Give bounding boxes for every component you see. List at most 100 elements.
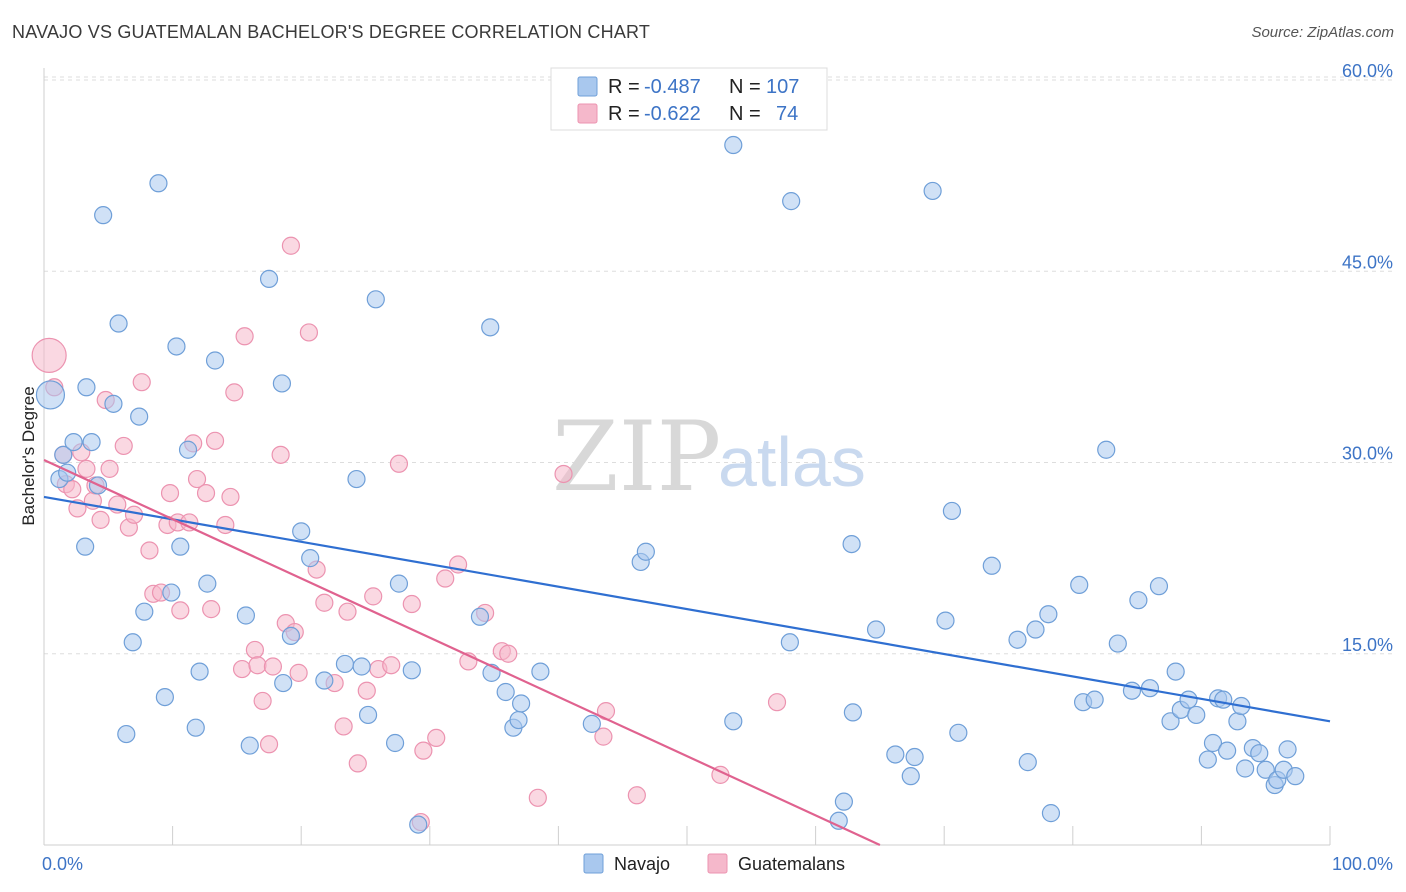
watermark-atlas: atlas xyxy=(718,423,866,501)
navajo-point xyxy=(1214,690,1233,709)
navajo-point xyxy=(358,705,378,725)
bottom-legend-navajo-label: Navajo xyxy=(614,854,670,874)
navajo-point xyxy=(724,712,743,731)
guatemalans-point xyxy=(63,480,82,499)
navajo-point xyxy=(949,723,968,742)
navajo-point xyxy=(496,682,515,702)
navajo-point xyxy=(481,318,500,337)
navajo-point xyxy=(1070,575,1089,595)
gridlines xyxy=(44,76,1394,655)
navajo-point xyxy=(1026,620,1045,639)
guatemalans-point xyxy=(271,445,290,464)
guatemalans-point xyxy=(91,510,110,529)
navajo-point xyxy=(135,602,154,621)
navajo-points xyxy=(35,135,1305,834)
navajo-point xyxy=(905,747,924,767)
navajo-point xyxy=(982,556,1001,575)
guatemalans-point xyxy=(259,735,279,754)
guatemalans-point xyxy=(235,327,254,346)
guatemalans-point xyxy=(389,454,409,473)
navajo-point xyxy=(236,606,256,625)
guatemalans-point xyxy=(132,373,151,392)
guatemalans-point xyxy=(315,593,334,612)
y-tick-label: 15.0% xyxy=(1342,635,1393,655)
bottom-legend-guatemalans-label: Guatemalans xyxy=(738,854,845,874)
guatemalans-point xyxy=(31,337,67,373)
bottom-legend-navajo-swatch xyxy=(583,853,604,874)
guatemalans-point xyxy=(436,569,455,588)
navajo-point xyxy=(834,792,853,811)
navajo-point xyxy=(301,549,320,568)
y-tick-label: 45.0% xyxy=(1342,252,1393,272)
guatemalans-point xyxy=(402,594,421,614)
navajo-point xyxy=(724,135,743,155)
navajo-point xyxy=(1097,440,1116,459)
navajo-point xyxy=(512,694,531,713)
navajo-point xyxy=(190,662,209,681)
navajo-point xyxy=(866,620,886,639)
guatemalans-point xyxy=(245,640,265,660)
navajo-point xyxy=(149,174,168,193)
watermark-zip: ZIP xyxy=(552,401,721,513)
navajo-point xyxy=(347,469,366,489)
navajo-point xyxy=(198,574,217,593)
navajo-point xyxy=(178,440,198,459)
navajo-point xyxy=(281,626,301,646)
navajo-point xyxy=(1203,733,1223,753)
navajo-point xyxy=(1250,744,1269,763)
guatemalans-trend-line xyxy=(43,458,881,846)
navajo-point xyxy=(636,542,655,561)
navajo-point xyxy=(272,374,292,393)
navajo-point xyxy=(94,206,113,225)
navajo-point xyxy=(335,654,355,674)
navajo-point xyxy=(1218,741,1237,760)
navajo-point xyxy=(936,611,955,630)
guatemalans-point xyxy=(348,754,367,773)
legend-navajo-r-value: -0.487 xyxy=(644,76,701,98)
guatemalans-point xyxy=(627,786,646,805)
navajo-point xyxy=(155,687,174,707)
guatemalans-point xyxy=(160,484,180,503)
navajo-point xyxy=(531,662,550,681)
guatemalans-point xyxy=(554,464,573,484)
x-tick-label-min: 0.0% xyxy=(42,854,83,874)
legend-guatemalans-n-value: 74 xyxy=(776,103,798,125)
y-axis-label: Bachelor's Degree xyxy=(19,386,38,525)
navajo-point xyxy=(780,633,799,652)
guatemalans-point xyxy=(171,601,190,620)
navajo-point xyxy=(1187,705,1206,725)
legend-guatemalans-n-label: N = xyxy=(729,103,761,125)
legend-navajo-r-label: R = xyxy=(608,76,640,98)
navajo-point xyxy=(162,583,181,602)
navajo-point xyxy=(274,673,293,693)
navajo-point xyxy=(259,269,279,288)
navajo-point xyxy=(77,378,96,397)
guatemalans-point xyxy=(77,459,96,478)
guatemalans-point xyxy=(187,469,207,489)
guatemalans-point xyxy=(281,236,301,255)
navajo-point xyxy=(942,501,962,521)
navajo-point xyxy=(54,445,73,464)
navajo-point xyxy=(109,314,128,333)
axes xyxy=(43,68,1331,846)
guatemalans-point xyxy=(364,587,383,606)
navajo-point xyxy=(186,718,205,737)
navajo-point xyxy=(240,736,259,755)
navajo-point xyxy=(1008,630,1027,649)
guatemalans-point xyxy=(202,600,221,619)
guatemalans-point xyxy=(221,487,240,507)
navajo-point xyxy=(1228,712,1247,731)
guatemalans-point xyxy=(205,431,225,450)
navajo-point xyxy=(123,633,142,652)
navajo-point xyxy=(843,703,862,722)
y-tick-label: 60.0% xyxy=(1342,61,1393,81)
navajo-point xyxy=(402,661,421,680)
navajo-point xyxy=(1161,712,1180,731)
navajo-point xyxy=(1108,634,1127,653)
navajo-point xyxy=(1166,662,1185,681)
navajo-point xyxy=(509,710,528,730)
guatemalans-point xyxy=(334,717,353,736)
chart-title: NAVAJO VS GUATEMALAN BACHELOR'S DEGREE C… xyxy=(12,22,651,42)
guatemalans-point xyxy=(140,541,159,560)
